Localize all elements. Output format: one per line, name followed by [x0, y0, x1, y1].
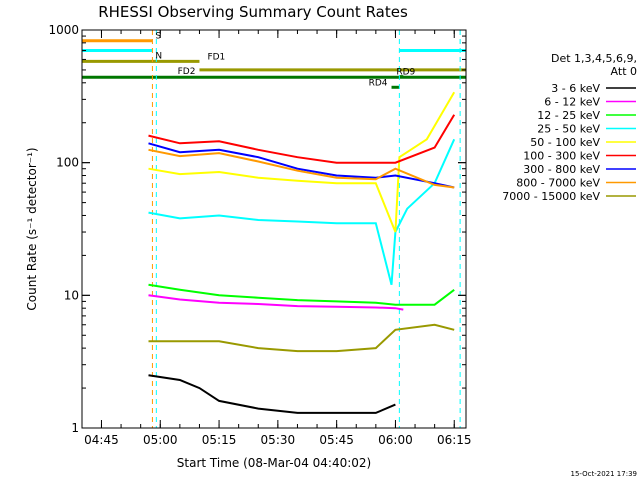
- x-tick-label: 06:15: [437, 433, 472, 447]
- status-bar-label: FD2: [178, 67, 196, 77]
- status-bar-label: FD1: [207, 52, 225, 62]
- y-tick-label: 100: [56, 156, 79, 170]
- series-line: [148, 148, 455, 189]
- series-line: [148, 294, 404, 311]
- series-line: [148, 142, 455, 189]
- x-tick-label: 04:45: [84, 433, 119, 447]
- legend-entry-label: 7000 - 15000 keV: [502, 190, 600, 203]
- x-tick-label: 05:45: [319, 433, 354, 447]
- status-bar-label: RD4: [369, 78, 388, 88]
- series-line: [148, 374, 396, 414]
- legend-entry-label: 50 - 100 keV: [530, 136, 600, 149]
- plot-frame: [81, 29, 467, 429]
- series-line: [148, 114, 456, 164]
- legend-entry-label: 800 - 7000 keV: [516, 177, 600, 190]
- x-tick-label: 05:30: [261, 433, 296, 447]
- footer-date: 15-Oct-2021 17:39: [571, 470, 637, 478]
- status-bar-label: N: [155, 52, 162, 62]
- y-tick-label: 10: [64, 288, 79, 302]
- y-tick-label: 1: [71, 421, 79, 435]
- y-tick-label: 1000: [48, 23, 79, 37]
- legend-entry-label: 100 - 300 keV: [523, 150, 600, 163]
- chart-title: RHESSI Observing Summary Count Rates: [98, 3, 408, 21]
- legend-entry-label: 300 - 800 keV: [523, 163, 600, 176]
- legend-header: Att 0: [611, 65, 637, 78]
- x-tick-label: 05:15: [202, 433, 237, 447]
- x-tick-label: 05:00: [143, 433, 178, 447]
- status-bar-label: RD9: [396, 68, 415, 78]
- series-line: [148, 283, 455, 306]
- y-axis-label: Count Rate (s⁻¹ detector⁻¹): [25, 147, 39, 310]
- legend-entry-label: 3 - 6 keV: [551, 82, 600, 95]
- series-line: [148, 138, 456, 286]
- legend-header: Det 1,3,4,5,6,9,: [551, 52, 637, 65]
- status-bar-label: S: [155, 32, 161, 42]
- legend-entry-label: 6 - 12 keV: [544, 96, 600, 109]
- x-axis-label: Start Time (08-Mar-04 04:40:02): [177, 456, 371, 470]
- legend-entry-label: 12 - 25 keV: [537, 109, 600, 122]
- x-tick-label: 06:00: [378, 433, 413, 447]
- series-line: [148, 91, 456, 233]
- series-line: [148, 323, 455, 353]
- legend-entry-label: 25 - 50 keV: [537, 123, 600, 136]
